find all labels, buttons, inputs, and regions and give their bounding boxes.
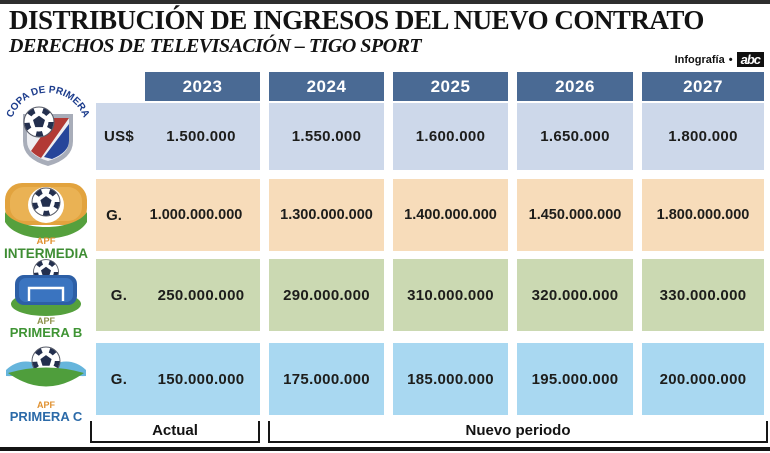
- goal-icon: [27, 286, 65, 301]
- top-border: [0, 0, 770, 4]
- value-2023: 1.000.000.000: [149, 207, 243, 223]
- value-2024: 290.000.000: [269, 259, 384, 331]
- value-2023: 250.000.000: [157, 286, 245, 304]
- value-2025: 1.600.000: [393, 103, 508, 170]
- year-header-row: 2023 2024 2025 2026 2027: [96, 72, 768, 101]
- table-row-apf-intermedia: G. 1.000.000.000 1.300.000.000 1.400.000…: [96, 179, 768, 251]
- value-2023: 150.000.000: [157, 370, 245, 388]
- table-cell: G. 250.000.000: [96, 259, 260, 331]
- value-2024: 175.000.000: [269, 343, 384, 415]
- year-header-2024: 2024: [269, 72, 384, 101]
- table-cell: G. 1.000.000.000: [96, 179, 260, 251]
- currency-label: G.: [110, 370, 128, 388]
- value-2027: 200.000.000: [642, 343, 764, 415]
- shield-red-stripe: [31, 118, 69, 158]
- table-row-copa-de-primera: US$ 1.500.000 1.550.000 1.600.000 1.650.…: [96, 103, 768, 170]
- apf-primera-b-logo: APF PRIMERA B: [2, 258, 90, 340]
- value-2026: 320.000.000: [517, 259, 633, 331]
- intermedia-name-text: INTERMEDIA: [4, 246, 88, 261]
- value-2025: 1.400.000.000: [393, 179, 508, 251]
- primera-b-name-text: PRIMERA B: [10, 325, 82, 340]
- nuevo-periodo-bracket: Nuevo periodo: [268, 421, 768, 443]
- year-header-2025: 2025: [393, 72, 508, 101]
- intermedia-apf-text: APF: [37, 236, 56, 247]
- apf-primera-c-logo: APF PRIMERA C: [2, 340, 90, 424]
- primera-c-green-base: [8, 367, 84, 387]
- currency-label: US$: [103, 128, 135, 145]
- actual-period-bracket: Actual: [90, 421, 260, 443]
- value-2026: 1.650.000: [517, 103, 633, 170]
- year-header-2023: 2023: [145, 72, 260, 101]
- value-2027: 1.800.000.000: [642, 179, 764, 251]
- value-2027: 1.800.000: [642, 103, 764, 170]
- page-subtitle: DERECHOS DE TELEVISACIÓN – TIGO SPORT: [9, 35, 422, 57]
- credit-bullet: •: [728, 53, 733, 66]
- soccer-ball-icon: [24, 107, 54, 137]
- value-2026: 195.000.000: [517, 343, 633, 415]
- table-row-apf-primera-b: G. 250.000.000 290.000.000 310.000.000 3…: [96, 259, 768, 331]
- currency-label: G.: [106, 206, 122, 224]
- soccer-ball-icon: [32, 188, 60, 216]
- primera-c-name-text: PRIMERA C: [10, 409, 83, 424]
- value-2024: 1.550.000: [269, 103, 384, 170]
- value-2023: 1.500.000: [166, 128, 236, 145]
- intermedia-green-shape: [5, 212, 87, 239]
- revenue-table: 2023 2024 2025 2026 2027 US$ 1.500.000 1…: [96, 72, 768, 415]
- apf-intermedia-logo: APF INTERMEDIA: [0, 172, 92, 264]
- value-2026: 1.450.000.000: [517, 179, 633, 251]
- table-cell: G. 150.000.000: [96, 343, 260, 415]
- bottom-border: [0, 447, 770, 451]
- value-2024: 1.300.000.000: [269, 179, 384, 251]
- credit-label: Infografía: [674, 53, 725, 66]
- copa-de-primera-logo: COPA DE PRIMERA: [2, 74, 94, 170]
- primera-c-apf-text: APF: [37, 400, 56, 410]
- table-row-apf-primera-c: G. 150.000.000 175.000.000 185.000.000 1…: [96, 343, 768, 415]
- primera-b-apf-text: APF: [37, 316, 56, 326]
- shield-blue-stripe: [44, 124, 69, 159]
- value-2025: 310.000.000: [393, 259, 508, 331]
- credit: Infografía • abc: [675, 52, 764, 67]
- value-2027: 330.000.000: [642, 259, 764, 331]
- year-header-2026: 2026: [517, 72, 633, 101]
- value-2025: 185.000.000: [393, 343, 508, 415]
- page-title: DISTRIBUCIÓN DE INGRESOS DEL NUEVO CONTR…: [9, 5, 704, 35]
- currency-label: G.: [110, 286, 128, 304]
- abc-logo: abc: [736, 52, 764, 67]
- year-header-2027: 2027: [642, 72, 764, 101]
- table-cell: US$ 1.500.000: [96, 103, 260, 170]
